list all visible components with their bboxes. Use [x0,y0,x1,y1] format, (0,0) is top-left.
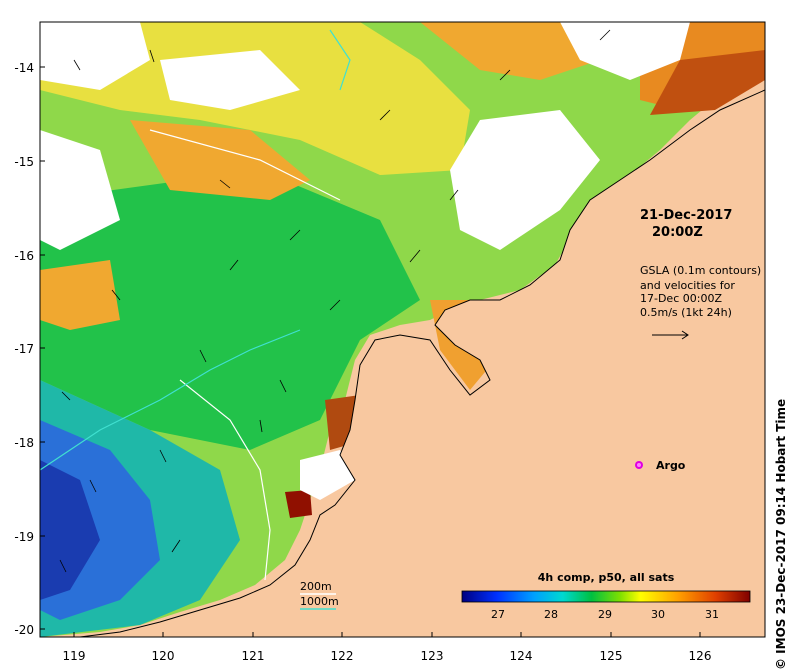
no-data-patch [40,130,120,250]
lon-tick-label: 122 [331,649,354,663]
imos-credit: © IMOS 23-Dec-2017 09:14 Hobart Time [774,398,788,670]
no-data-patch [160,50,300,110]
lat-tick-label: -17 [14,342,34,356]
lon-tick-label: 124 [510,649,533,663]
velocity-arrows [59,29,611,573]
isobath-1000m [40,329,301,471]
gsla-line: and velocities for [640,279,735,292]
isobath-200m [179,379,271,581]
depth-legend-200: 200m [300,580,332,593]
sst-darkred-coastal [285,490,312,518]
lat-tick-label: -20 [14,623,34,637]
colorbar-tick: 29 [598,608,612,621]
sst-green-zone [40,170,420,450]
lat-tick-label: -18 [14,436,34,450]
lon-tick-label: 120 [152,649,175,663]
isobath-200m [149,129,341,201]
lat-ticks [40,66,45,630]
gsla-line: 17-Dec 00:00Z [640,292,722,305]
no-data-patch [300,450,355,500]
lat-tick-label: -14 [14,61,34,75]
colorbar-title: 4h comp, p50, all sats [538,571,675,584]
lon-tick-label: 125 [600,649,623,663]
sst-orange-patch-center [130,120,310,200]
lon-tick-label: 123 [421,649,444,663]
lat-tick-label: -15 [14,155,34,169]
sst-darkorange-zone [650,50,765,115]
lat-tick-label: -16 [14,249,34,263]
sst-deepblue-zone [40,460,100,600]
plot-frame [39,21,766,638]
colorbar [461,590,751,603]
scale-arrow-icon [652,330,689,340]
lon-tick-label: 126 [689,649,712,663]
argo-marker-icon [635,461,643,469]
isobath-1000m [329,29,351,91]
time-label: 20:00Z [652,225,703,240]
colorbar-tick: 28 [544,608,558,621]
no-data-patch [450,110,600,250]
lon-ticks [73,632,701,637]
colorbar-tick: 27 [491,608,505,621]
gsla-line: 0.5m/s (1kt 24h) [640,306,732,319]
date-label: 21-Dec-2017 [640,208,732,223]
lon-tick-label: 121 [242,649,265,663]
gsla-line: GSLA (0.1m contours) [640,264,761,277]
colorbar-tick: 30 [651,608,665,621]
sst-orange-patch-west [40,260,120,330]
no-data-patch [560,22,690,80]
no-data-patch [40,22,150,90]
depth-legend-1000: 1000m [300,595,339,608]
argo-label: Argo [656,459,686,472]
coastline-land [79,89,765,637]
lon-tick-label: 119 [63,649,86,663]
colorbar-tick: 31 [705,608,719,621]
lat-tick-label: -19 [14,530,34,544]
